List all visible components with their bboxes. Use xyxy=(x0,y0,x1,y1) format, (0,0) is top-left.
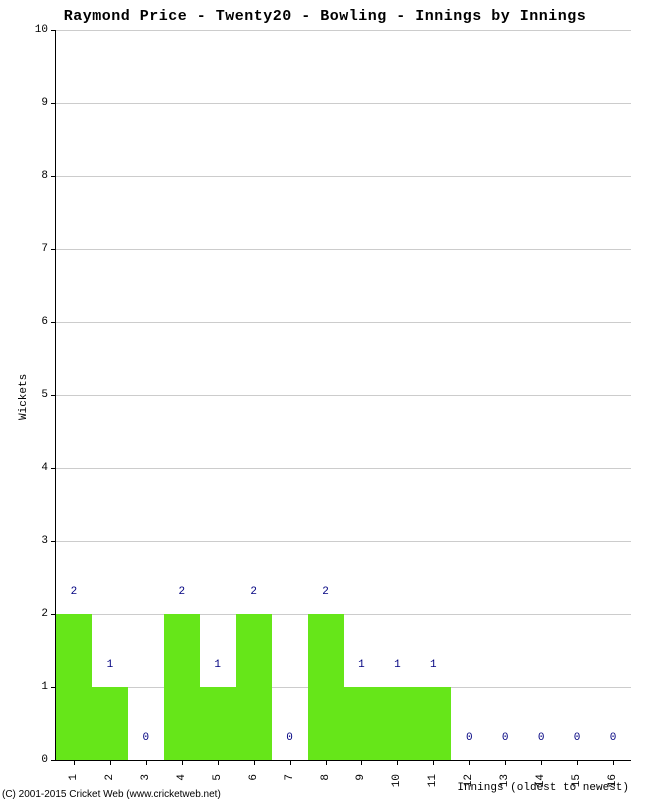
bar xyxy=(308,614,344,760)
bar-value-label: 0 xyxy=(502,732,509,746)
gridline xyxy=(56,541,631,542)
x-tick-label: 11 xyxy=(427,774,439,787)
x-tick-label: 13 xyxy=(499,774,511,787)
x-tick xyxy=(541,760,542,765)
gridline xyxy=(56,103,631,104)
x-tick xyxy=(505,760,506,765)
copyright-text: (C) 2001-2015 Cricket Web (www.cricketwe… xyxy=(2,789,221,800)
y-tick xyxy=(51,395,56,396)
x-tick xyxy=(613,760,614,765)
y-tick-label: 10 xyxy=(26,24,48,36)
x-tick xyxy=(146,760,147,765)
bar xyxy=(56,614,92,760)
bar xyxy=(344,687,380,760)
x-tick xyxy=(110,760,111,765)
x-tick-label: 7 xyxy=(284,774,296,781)
bar xyxy=(200,687,236,760)
y-tick xyxy=(51,468,56,469)
bar-value-label: 2 xyxy=(71,586,78,600)
x-tick xyxy=(182,760,183,765)
x-tick-label: 16 xyxy=(607,774,619,787)
x-tick xyxy=(290,760,291,765)
gridline xyxy=(56,614,631,615)
bar-value-label: 1 xyxy=(430,659,437,673)
x-tick xyxy=(577,760,578,765)
x-tick xyxy=(74,760,75,765)
bar-value-label: 0 xyxy=(143,732,150,746)
x-tick-label: 14 xyxy=(535,774,547,787)
bar-value-label: 0 xyxy=(610,732,617,746)
y-tick xyxy=(51,249,56,250)
bar-value-label: 0 xyxy=(538,732,545,746)
plot-area: Wickets Innings (oldest to newest) 01234… xyxy=(55,30,631,761)
bar-value-label: 1 xyxy=(107,659,114,673)
bar-value-label: 2 xyxy=(178,586,185,600)
y-tick xyxy=(51,176,56,177)
chart-container: Raymond Price - Twenty20 - Bowling - Inn… xyxy=(0,0,650,800)
x-tick xyxy=(326,760,327,765)
x-tick-label: 3 xyxy=(140,774,152,781)
x-tick-label: 10 xyxy=(391,774,403,787)
x-tick xyxy=(469,760,470,765)
y-tick-label: 8 xyxy=(26,170,48,182)
bar-value-label: 2 xyxy=(250,586,257,600)
bar-value-label: 1 xyxy=(394,659,401,673)
y-tick-label: 3 xyxy=(26,535,48,547)
x-tick xyxy=(397,760,398,765)
bar-value-label: 0 xyxy=(574,732,581,746)
gridline xyxy=(56,468,631,469)
gridline xyxy=(56,249,631,250)
y-tick xyxy=(51,103,56,104)
y-tick-label: 6 xyxy=(26,316,48,328)
gridline xyxy=(56,395,631,396)
y-tick-label: 4 xyxy=(26,462,48,474)
bar xyxy=(379,687,415,760)
x-tick-label: 12 xyxy=(463,774,475,787)
bar-value-label: 0 xyxy=(466,732,473,746)
x-tick-label: 4 xyxy=(176,774,188,781)
x-tick-label: 8 xyxy=(320,774,332,781)
bar xyxy=(236,614,272,760)
y-tick xyxy=(51,322,56,323)
x-tick-label: 15 xyxy=(571,774,583,787)
y-tick xyxy=(51,760,56,761)
x-tick xyxy=(361,760,362,765)
y-tick-label: 0 xyxy=(26,754,48,766)
bar-value-label: 1 xyxy=(214,659,221,673)
x-tick-label: 5 xyxy=(212,774,224,781)
y-tick-label: 9 xyxy=(26,97,48,109)
x-tick xyxy=(433,760,434,765)
chart-title: Raymond Price - Twenty20 - Bowling - Inn… xyxy=(0,8,650,25)
bar xyxy=(164,614,200,760)
bar-value-label: 1 xyxy=(358,659,365,673)
x-tick-label: 1 xyxy=(68,774,80,781)
y-tick-label: 2 xyxy=(26,608,48,620)
x-tick-label: 6 xyxy=(248,774,260,781)
gridline xyxy=(56,30,631,31)
gridline xyxy=(56,176,631,177)
bar xyxy=(415,687,451,760)
bar-value-label: 0 xyxy=(286,732,293,746)
y-tick-label: 1 xyxy=(26,681,48,693)
y-tick-label: 5 xyxy=(26,389,48,401)
y-tick-label: 7 xyxy=(26,243,48,255)
gridline xyxy=(56,322,631,323)
x-tick-label: 2 xyxy=(104,774,116,781)
x-tick xyxy=(254,760,255,765)
x-tick-label: 9 xyxy=(355,774,367,781)
y-tick xyxy=(51,30,56,31)
y-tick xyxy=(51,541,56,542)
bar xyxy=(92,687,128,760)
x-tick xyxy=(218,760,219,765)
bar-value-label: 2 xyxy=(322,586,329,600)
